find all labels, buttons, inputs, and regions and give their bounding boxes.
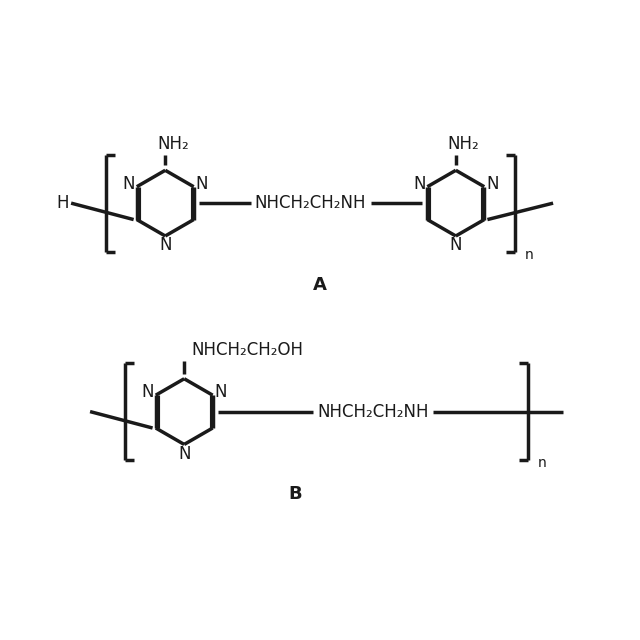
- Text: N: N: [178, 445, 191, 463]
- Text: N: N: [486, 175, 499, 193]
- Text: n: n: [538, 456, 547, 470]
- Text: B: B: [288, 484, 301, 502]
- Text: N: N: [196, 175, 208, 193]
- Text: NHCH₂CH₂NH: NHCH₂CH₂NH: [255, 194, 366, 212]
- Text: n: n: [525, 248, 534, 262]
- Text: NH₂: NH₂: [157, 135, 189, 153]
- Text: A: A: [313, 276, 327, 294]
- Text: N: N: [214, 383, 227, 401]
- Text: NHCH₂CH₂NH: NHCH₂CH₂NH: [317, 403, 429, 420]
- Text: N: N: [122, 175, 135, 193]
- Text: N: N: [449, 236, 462, 255]
- Text: NH₂: NH₂: [447, 135, 479, 153]
- Text: N: N: [141, 383, 154, 401]
- Text: NHCH₂CH₂OH: NHCH₂CH₂OH: [191, 341, 303, 359]
- Text: N: N: [159, 236, 172, 255]
- Text: N: N: [413, 175, 426, 193]
- Text: H: H: [57, 194, 69, 212]
